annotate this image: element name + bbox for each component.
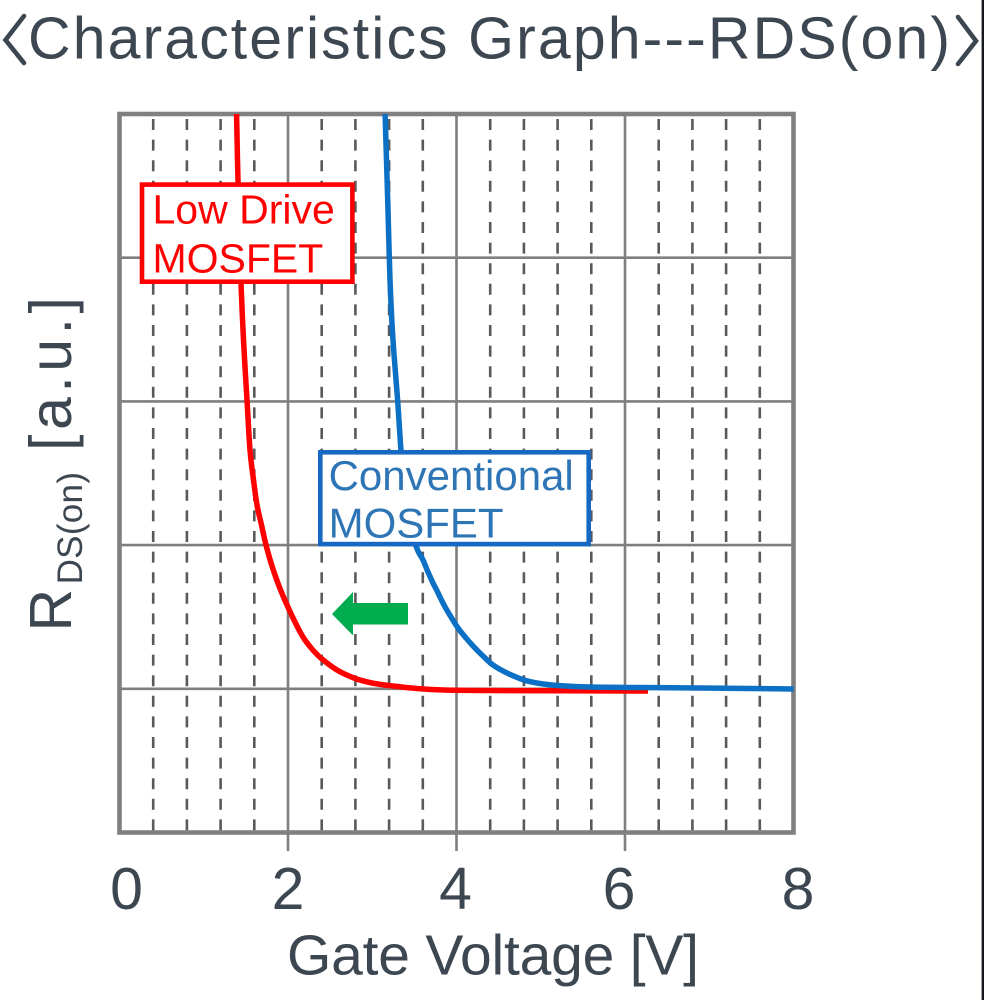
svg-text:MOSFET: MOSFET xyxy=(329,500,504,547)
svg-text:0: 0 xyxy=(110,856,143,922)
svg-text:2: 2 xyxy=(272,856,305,922)
svg-text:6: 6 xyxy=(603,856,636,922)
svg-text:Low Drive: Low Drive xyxy=(153,186,335,232)
svg-text:Characteristics Graph---RDS(on: Characteristics Graph---RDS(on) xyxy=(28,6,950,72)
svg-text:MOSFET: MOSFET xyxy=(153,235,324,281)
svg-text:4: 4 xyxy=(439,856,472,922)
svg-text:8: 8 xyxy=(782,856,815,922)
svg-text:RDS(on) [a.u.]: RDS(on) [a.u.] xyxy=(18,293,90,632)
svg-text:Gate Voltage [V]: Gate Voltage [V] xyxy=(287,924,699,988)
svg-text:Conventional: Conventional xyxy=(329,452,574,499)
